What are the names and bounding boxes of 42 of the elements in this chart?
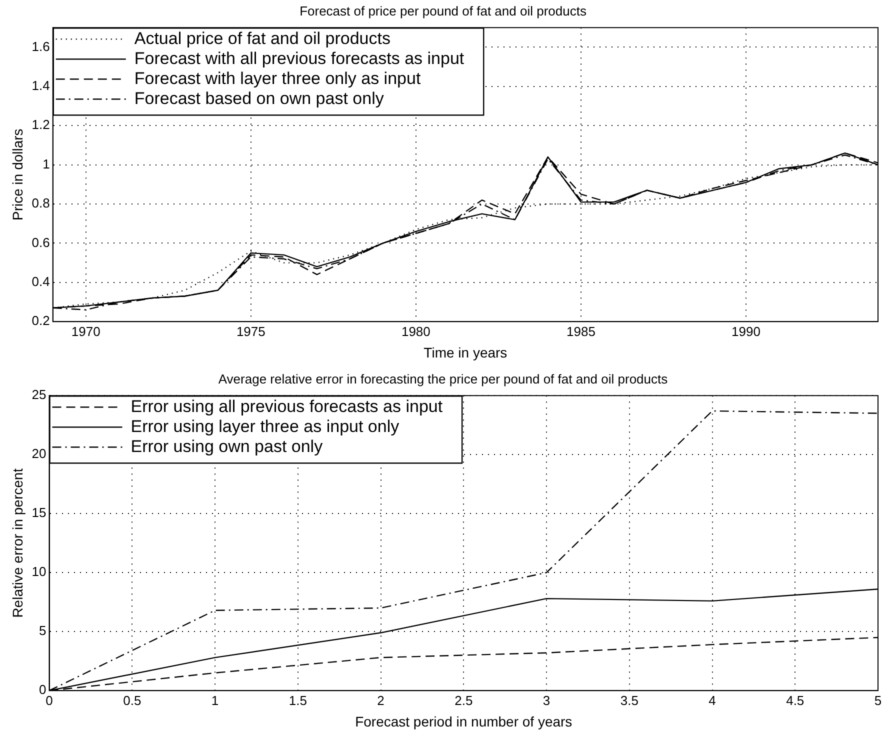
y-tick-label: 0.2 [32,313,50,328]
y-tick-label: 0.4 [32,274,50,289]
legend-label: Forecast with all previous forecasts as input [134,48,464,68]
x-tick-label: 1985 [566,324,596,339]
x-axis-title: Time in years [424,344,508,360]
y-tick-label: 0 [39,682,46,698]
y-tick-label: 25 [32,387,46,402]
legend-label: Forecast based on own past only [134,88,384,108]
x-tick-label: 1980 [401,324,430,339]
y-tick-label: 15 [32,505,46,520]
x-axis-title: Forecast period in number of years [355,713,572,730]
y-tick-label: 10 [32,564,46,580]
x-tick-label: 1 [211,692,219,708]
x-tick-label: 4.5 [786,692,804,708]
x-tick-label: 1975 [236,324,266,339]
x-tick-label: 4 [708,692,716,708]
x-tick-label: 1970 [71,324,100,339]
y-tick-label: 20 [32,446,46,462]
y-tick-label: 1 [42,156,50,172]
x-tick-label: 1.5 [288,692,307,708]
x-tick-label: 3 [542,692,550,708]
chart-title: Average relative error in forecasting the price per pound of fat and oil products [218,371,668,386]
y-tick-label: 0.8 [32,196,50,211]
x-tick-label: 3.5 [620,692,638,708]
y-axis-title: Relative error in percent [9,468,26,618]
x-tick-label: 2 [377,692,384,708]
chart-title: Forecast of price per pound of fat and oil products [300,3,587,18]
y-tick-label: 1.6 [32,38,50,54]
x-tick-label: 0.5 [123,692,142,708]
x-tick-label: 2.5 [454,692,473,708]
y-axis-title: Price in dollars [9,128,26,221]
y-tick-label: 1.4 [32,78,50,93]
y-tick-label: 1.2 [32,117,50,132]
legend-label: Actual price of fat and oil products [134,28,390,48]
x-tick-label: 1990 [732,324,760,339]
legend-label: Error using all previous forecasts as input [130,396,443,416]
legend-label: Forecast with layer three only as input [134,68,421,88]
legend-label: Error using own past only [130,436,324,456]
x-tick-label: 5 [874,692,882,708]
y-tick-label: 0.6 [32,234,50,250]
y-tick-label: 5 [39,623,46,638]
legend-label: Error using layer three as input only [130,416,400,436]
